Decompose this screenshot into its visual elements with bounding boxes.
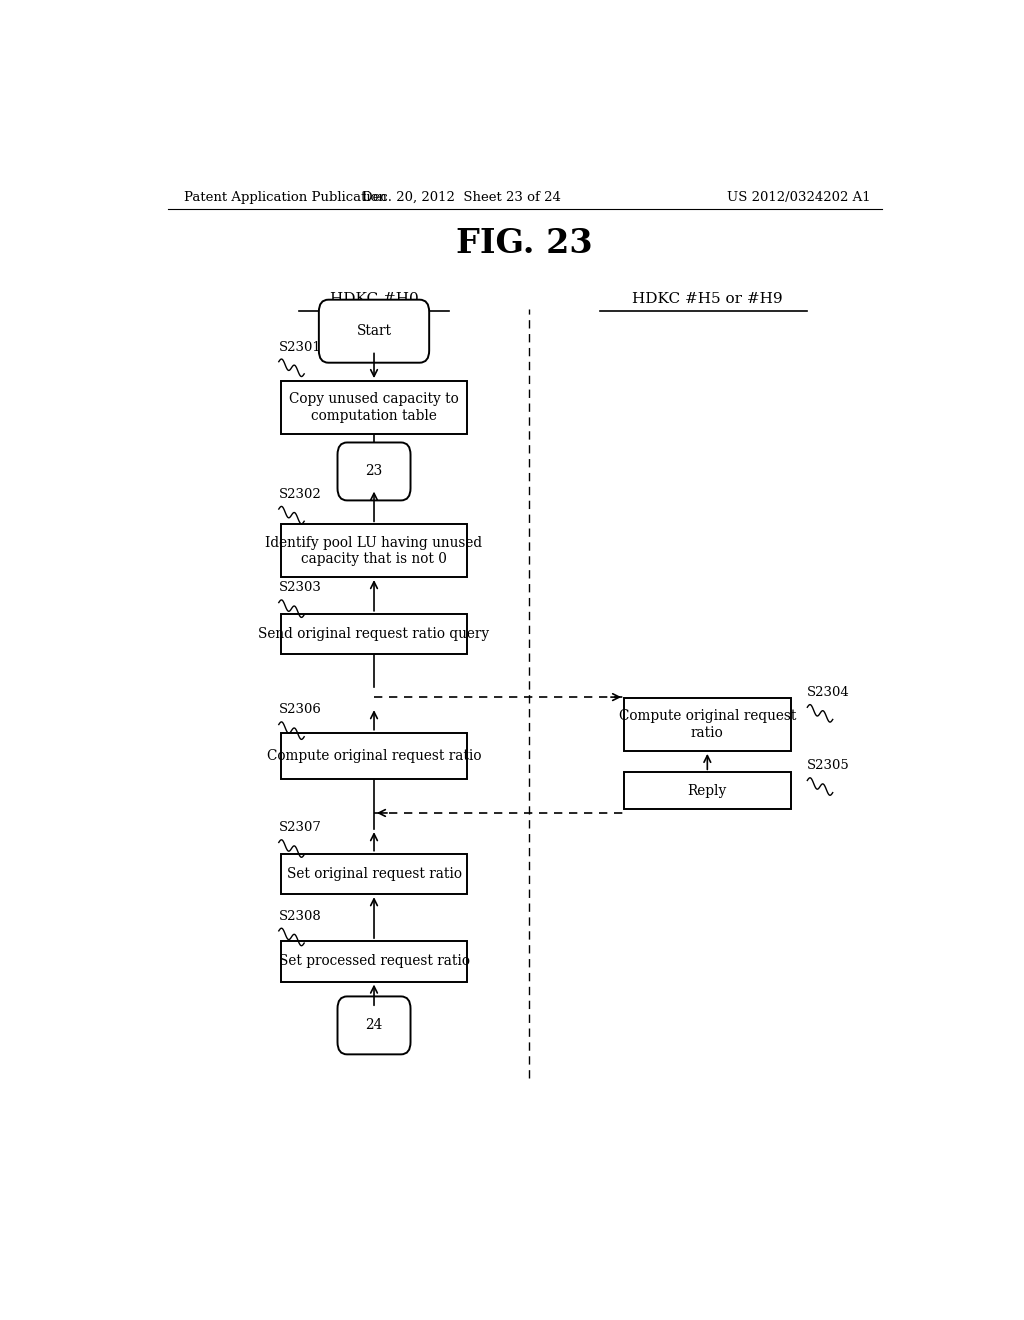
Text: Compute original request ratio: Compute original request ratio [267, 748, 481, 763]
FancyBboxPatch shape [318, 300, 429, 363]
FancyBboxPatch shape [624, 698, 791, 751]
Text: S2307: S2307 [279, 821, 322, 834]
Text: Compute original request
ratio: Compute original request ratio [618, 709, 796, 739]
Text: S2303: S2303 [279, 581, 322, 594]
Text: Set original request ratio: Set original request ratio [287, 867, 462, 880]
FancyBboxPatch shape [281, 614, 467, 655]
Text: S2308: S2308 [279, 909, 322, 923]
Text: Start: Start [356, 325, 391, 338]
Text: Identify pool LU having unused
capacity that is not 0: Identify pool LU having unused capacity … [265, 536, 482, 566]
Text: Dec. 20, 2012  Sheet 23 of 24: Dec. 20, 2012 Sheet 23 of 24 [361, 190, 561, 203]
Text: HDKC #H5 or #H9: HDKC #H5 or #H9 [632, 292, 782, 306]
Text: S2302: S2302 [279, 488, 322, 500]
Text: S2304: S2304 [807, 686, 850, 700]
Text: Reply: Reply [688, 784, 727, 797]
FancyBboxPatch shape [281, 733, 467, 779]
Text: 24: 24 [366, 1019, 383, 1032]
Text: Set processed request ratio: Set processed request ratio [279, 954, 470, 969]
Text: Copy unused capacity to
computation table: Copy unused capacity to computation tabl… [289, 392, 459, 422]
Text: S2306: S2306 [279, 704, 322, 717]
Text: S2301: S2301 [279, 341, 322, 354]
FancyBboxPatch shape [281, 941, 467, 982]
Text: FIG. 23: FIG. 23 [457, 227, 593, 260]
FancyBboxPatch shape [338, 442, 411, 500]
Text: HDKC #H0: HDKC #H0 [330, 292, 419, 306]
FancyBboxPatch shape [624, 772, 791, 809]
Text: S2305: S2305 [807, 759, 850, 772]
Text: US 2012/0324202 A1: US 2012/0324202 A1 [727, 190, 870, 203]
FancyBboxPatch shape [281, 381, 467, 434]
FancyBboxPatch shape [338, 997, 411, 1055]
FancyBboxPatch shape [281, 524, 467, 577]
FancyBboxPatch shape [281, 854, 467, 894]
Text: 23: 23 [366, 465, 383, 478]
Text: Patent Application Publication: Patent Application Publication [183, 190, 386, 203]
Text: Send original request ratio query: Send original request ratio query [258, 627, 489, 642]
